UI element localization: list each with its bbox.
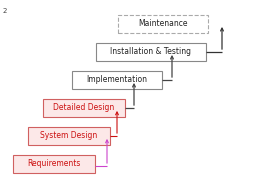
FancyBboxPatch shape bbox=[13, 155, 95, 173]
Text: Installation & Testing: Installation & Testing bbox=[111, 48, 191, 56]
Text: Maintenance: Maintenance bbox=[138, 20, 188, 29]
Text: 2: 2 bbox=[3, 8, 7, 14]
FancyBboxPatch shape bbox=[96, 43, 206, 61]
Text: System Design: System Design bbox=[40, 132, 98, 140]
Text: Implementation: Implementation bbox=[87, 75, 147, 85]
Text: Detailed Design: Detailed Design bbox=[53, 104, 115, 113]
Text: Requirements: Requirements bbox=[27, 159, 81, 169]
FancyBboxPatch shape bbox=[72, 71, 162, 89]
FancyBboxPatch shape bbox=[28, 127, 110, 145]
FancyBboxPatch shape bbox=[43, 99, 125, 117]
FancyBboxPatch shape bbox=[118, 15, 208, 33]
